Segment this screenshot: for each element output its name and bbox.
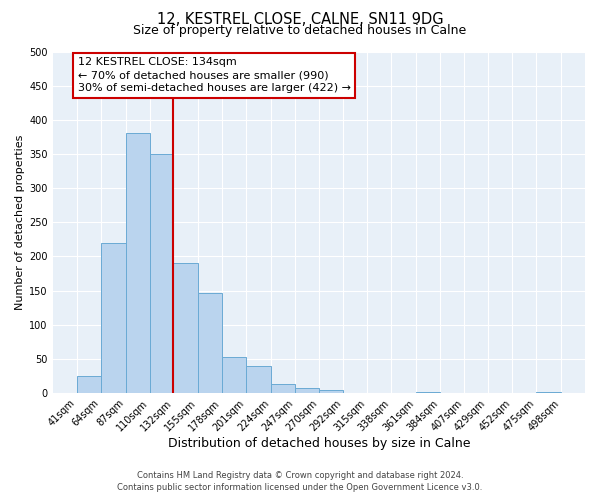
Bar <box>295 388 319 393</box>
Bar <box>125 134 150 393</box>
Bar <box>173 264 197 393</box>
Y-axis label: Number of detached properties: Number of detached properties <box>15 134 25 310</box>
Bar <box>197 292 222 393</box>
Bar <box>416 392 440 393</box>
Text: Size of property relative to detached houses in Calne: Size of property relative to detached ho… <box>133 24 467 37</box>
X-axis label: Distribution of detached houses by size in Calne: Distribution of detached houses by size … <box>167 437 470 450</box>
Bar <box>536 392 561 393</box>
Bar <box>246 366 271 393</box>
Bar <box>319 390 343 393</box>
Bar <box>101 243 125 393</box>
Bar <box>77 376 101 393</box>
Text: Contains HM Land Registry data © Crown copyright and database right 2024.
Contai: Contains HM Land Registry data © Crown c… <box>118 471 482 492</box>
Bar <box>271 384 295 393</box>
Bar <box>150 154 173 393</box>
Text: 12 KESTREL CLOSE: 134sqm
← 70% of detached houses are smaller (990)
30% of semi-: 12 KESTREL CLOSE: 134sqm ← 70% of detach… <box>78 57 351 94</box>
Text: 12, KESTREL CLOSE, CALNE, SN11 9DG: 12, KESTREL CLOSE, CALNE, SN11 9DG <box>157 12 443 28</box>
Bar <box>222 357 246 393</box>
